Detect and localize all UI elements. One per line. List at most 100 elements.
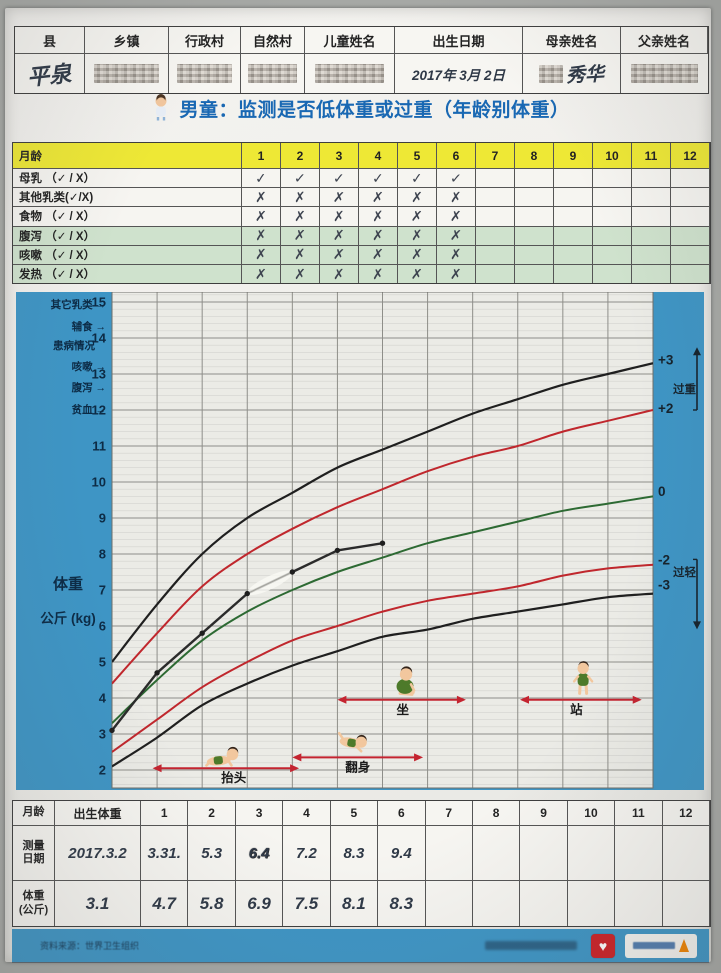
- measure-header-month-1: 1: [141, 801, 189, 825]
- svg-text:体重: 体重: [53, 575, 83, 593]
- svg-text:抬头: 抬头: [221, 770, 247, 785]
- header-col-4: 儿童姓名: [305, 27, 395, 53]
- handwritten-value: 2017.3.2: [68, 844, 127, 862]
- feeding-header-month-2: 2: [281, 143, 320, 168]
- x-mark: ✗: [371, 265, 385, 282]
- svg-text:4: 4: [99, 691, 107, 706]
- feeding-mark-cell-2-11: [671, 206, 710, 226]
- x-mark: ✗: [410, 265, 424, 282]
- feeding-row-label-0: 母乳 （✓ / X）: [13, 168, 242, 188]
- milestone-sitting: 坐: [337, 666, 466, 717]
- handwritten-value: 6.4: [248, 844, 270, 862]
- data-point: [334, 547, 341, 554]
- feeding-mark-cell-0-7: [515, 168, 554, 188]
- x-mark: ✗: [254, 188, 267, 205]
- feeding-mark-cell-5-1: ✗: [281, 263, 320, 284]
- milestone-prone: 抬头: [152, 746, 300, 785]
- svg-text:贫血 →: 贫血 →: [72, 403, 106, 416]
- header-value-1: [85, 53, 169, 93]
- check-mark: ✓: [332, 169, 346, 186]
- baby-icon: [155, 94, 167, 121]
- measure-header-month-7: 7: [426, 801, 473, 825]
- curve--3SD: [112, 592, 653, 768]
- measure-header-month-10: 10: [568, 801, 616, 825]
- feeding-mark-cell-1-5: ✗: [437, 187, 476, 207]
- feeding-mark-cell-2-9: [593, 206, 632, 226]
- feeding-mark-cell-5-9: [593, 263, 632, 284]
- feeding-row-label-4: 咳嗽 （✓ / X）: [13, 244, 242, 264]
- x-mark: ✗: [293, 246, 307, 263]
- svg-text:患病情况: 患病情况: [53, 339, 95, 352]
- handwritten-value: 平泉: [26, 60, 73, 90]
- baby-illustration-prone: [205, 746, 239, 767]
- handwritten-value: 3.1: [85, 893, 110, 913]
- redacted-blur: [314, 64, 385, 83]
- feeding-mark-cell-5-2: ✗: [320, 263, 359, 284]
- baby-illustration-standing: [572, 661, 594, 695]
- feeding-mark-cell-0-3: ✓: [359, 168, 398, 188]
- feeding-mark-cell-5-7: [515, 263, 554, 284]
- arrow-right-icon: [290, 764, 300, 773]
- feeding-mark-cell-1-2: ✗: [320, 187, 359, 207]
- measure-value-cell-1-2: 6.9: [235, 880, 284, 926]
- svg-text:15: 15: [92, 295, 106, 310]
- x-mark: ✗: [449, 188, 463, 205]
- feeding-mark-cell-3-11: [671, 225, 710, 245]
- svg-text:11: 11: [92, 439, 106, 454]
- header-value-7: [621, 53, 708, 93]
- measure-value-cell-1-7: [472, 880, 521, 926]
- svg-text:过轻: 过轻: [673, 565, 696, 579]
- measure-value-cell-1-11: [662, 880, 710, 926]
- feeding-header-month-8: 8: [515, 143, 554, 168]
- arrow-left-icon: [337, 695, 347, 704]
- feeding-mark-cell-0-4: ✓: [398, 168, 437, 188]
- check-mark: ✓: [293, 169, 307, 186]
- measure-header-month-2: 2: [188, 801, 236, 825]
- svg-text:5: 5: [99, 655, 106, 670]
- feeding-mark-cell-3-8: [554, 225, 593, 245]
- svg-text:8: 8: [99, 547, 106, 562]
- feeding-mark-cell-1-1: ✗: [281, 187, 320, 207]
- x-mark: ✗: [371, 188, 385, 205]
- arrow-right-icon: [456, 695, 466, 704]
- svg-text:9: 9: [99, 511, 106, 526]
- handwritten-value: 9.4: [390, 844, 412, 862]
- handwritten-value: 秀华: [565, 64, 605, 87]
- milestone-standing: 站: [520, 661, 642, 717]
- curve-median: [112, 495, 653, 724]
- svg-text:12: 12: [92, 403, 106, 418]
- x-mark: ✗: [410, 226, 424, 244]
- child-weight-series: [109, 540, 386, 734]
- feeding-header-month-7: 7: [476, 143, 515, 168]
- feeding-mark-cell-2-8: [554, 206, 593, 226]
- feeding-mark-cell-2-6: [476, 206, 515, 226]
- measure-value-cell-1-5: 8.3: [378, 880, 426, 926]
- measure-value-cell-0-11: [662, 825, 710, 880]
- measure-birth-value-0: 2017.3.2: [55, 825, 141, 880]
- baby-illustration-rolling: [337, 731, 367, 753]
- header-value-4: [305, 53, 395, 93]
- curve--2SD: [112, 563, 653, 753]
- measure-corner-label: 月龄: [13, 801, 55, 825]
- handwritten-value: 5.8: [199, 893, 224, 913]
- measure-value-cell-0-2: 6.4: [235, 825, 284, 880]
- measure-value-cell-1-8: [520, 880, 568, 926]
- x-mark: ✗: [371, 246, 385, 263]
- footer-org-logo-text: [633, 942, 675, 949]
- x-mark: ✗: [332, 245, 346, 263]
- feeding-mark-cell-1-9: [593, 187, 632, 207]
- measure-header-month-11: 11: [615, 801, 663, 825]
- feeding-mark-cell-0-1: ✓: [281, 168, 320, 188]
- feeding-mark-cell-1-11: [671, 187, 710, 207]
- feeding-mark-cell-4-6: [476, 244, 515, 264]
- svg-text:站: 站: [570, 702, 583, 717]
- x-mark: ✗: [449, 207, 463, 225]
- milestones: 抬头 翻身 坐 站: [152, 661, 642, 785]
- feeding-row-label-5: 发热 （✓ / X）: [13, 263, 242, 284]
- feeding-mark-cell-4-8: [554, 244, 593, 264]
- measure-value-cell-0-3: 7.2: [283, 825, 331, 880]
- feeding-mark-cell-3-3: ✗: [359, 225, 398, 245]
- redacted-blur: [630, 64, 699, 83]
